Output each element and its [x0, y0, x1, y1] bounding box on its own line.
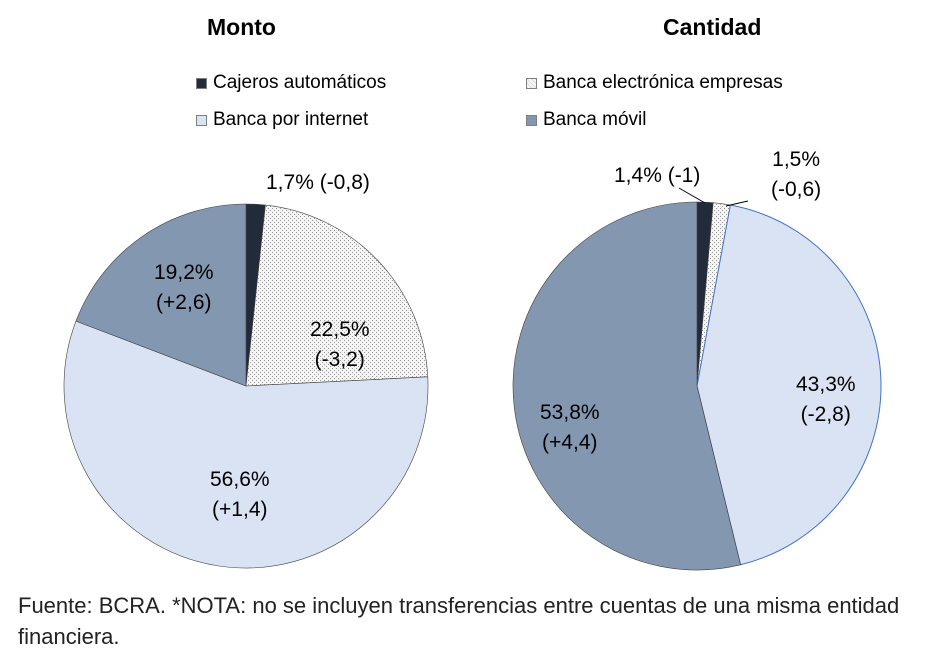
legend-swatch — [196, 114, 207, 126]
legend-item-movil: Banca móvil — [526, 109, 647, 131]
legend-label: Cajeros automáticos — [213, 72, 387, 93]
legend-label: Banca móvil — [543, 109, 647, 130]
legend-label: Banca por internet — [213, 109, 369, 130]
chart-title-monto: Monto — [207, 14, 276, 40]
legend-swatch — [526, 77, 537, 89]
data-label-monto-cajeros: 1,7% (-0,8) — [266, 171, 370, 194]
pie-slice-cantidad-internet — [696, 204, 882, 566]
chart-title-cantidad: Cantidad — [663, 14, 762, 40]
data-label-cantidad-movil: 53,8% (+4,4) — [540, 401, 600, 454]
footnote: Fuente: BCRA. *NOTA: no se incluyen tran… — [18, 593, 900, 649]
pie-slice-monto-empresas — [245, 204, 429, 387]
legend-item-internet: Banca por internet — [196, 109, 368, 131]
data-label-monto-movil: 19,2% (+2,6) — [154, 261, 214, 314]
pie-slice-monto-movil — [75, 203, 247, 387]
legend-item-empresas: Banca electrónica empresas — [526, 72, 783, 94]
data-label-monto-internet: 56,6% (+1,4) — [210, 468, 270, 521]
data-label-cantidad-internet: 43,3% (-2,8) — [796, 373, 856, 426]
pie-slice-cantidad-movil — [512, 201, 741, 571]
legend-label: Banca electrónica empresas — [543, 72, 783, 93]
legend-swatch — [196, 77, 207, 89]
data-label-cantidad-cajeros: 1,4% (-1) — [614, 164, 701, 187]
legend-swatch — [526, 114, 537, 126]
data-label-monto-empresas: 22,5% (-3,2) — [310, 318, 370, 371]
pie-slice-monto-internet — [63, 320, 429, 569]
leader-line-cajeros — [678, 187, 706, 204]
legend-item-cajeros: Cajeros automáticos — [196, 72, 386, 94]
leader-line-empresas — [725, 200, 749, 207]
data-label-cantidad-empresas: 1,5% (-0,6) — [771, 148, 822, 201]
